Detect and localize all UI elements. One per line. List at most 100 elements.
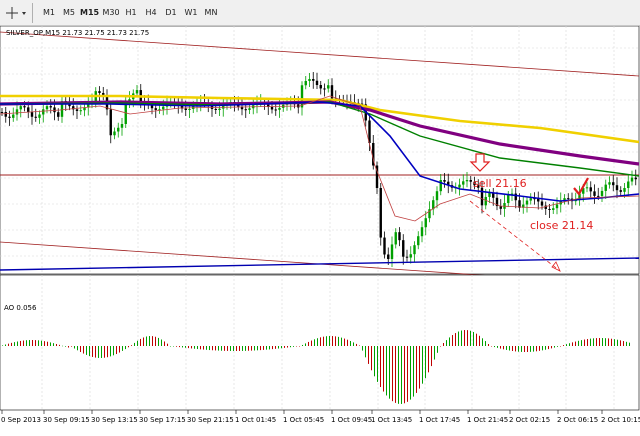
- moving-average-red: [0, 95, 640, 222]
- ao-histogram-bar: [350, 341, 351, 346]
- ao-histogram-bar: [143, 337, 144, 346]
- timeframe-m1-button[interactable]: M1: [43, 8, 55, 17]
- ao-histogram-bar: [146, 336, 147, 346]
- ao-histogram-bar: [284, 346, 285, 348]
- ao-histogram-bar: [428, 346, 429, 373]
- timeframe-m5-button[interactable]: M5: [63, 8, 75, 17]
- candle-body: [518, 200, 521, 208]
- ao-histogram-bar: [431, 346, 432, 367]
- ao-histogram-bar: [128, 346, 129, 348]
- ao-histogram-bar: [332, 336, 333, 346]
- time-axis-label: 1 Oct 21:45: [467, 416, 508, 424]
- ao-histogram-bar: [170, 346, 171, 347]
- ao-histogram-bar: [446, 340, 447, 346]
- candle-body: [360, 103, 364, 105]
- ao-histogram-bar: [365, 346, 366, 358]
- ao-histogram-bar: [32, 340, 33, 346]
- timeframe-w1-button[interactable]: W1: [184, 8, 198, 17]
- candle-body: [439, 180, 442, 192]
- ao-histogram-bar: [11, 342, 12, 346]
- ao-histogram-bar: [137, 340, 138, 346]
- candle-body: [634, 177, 637, 180]
- ao-histogram-bar: [149, 336, 150, 346]
- ao-histogram-bar: [320, 337, 321, 346]
- candle-body: [109, 109, 112, 136]
- candle-body: [589, 187, 592, 192]
- timeframe-m15-button[interactable]: M15: [80, 8, 100, 17]
- candle-body: [390, 244, 394, 259]
- ao-histogram-bar: [260, 346, 261, 351]
- candle-body: [458, 184, 461, 188]
- ao-histogram-bar: [167, 343, 168, 346]
- ao-histogram-bar: [539, 346, 540, 351]
- candle-body: [612, 182, 615, 186]
- candle-body: [514, 193, 517, 201]
- candle-body: [304, 81, 307, 86]
- ao-histogram-bar: [524, 346, 525, 352]
- sell-annotation: [469, 153, 491, 172]
- candle-body: [372, 143, 375, 166]
- ao-histogram-bar: [401, 346, 402, 404]
- timeframe-m30-button[interactable]: M30: [102, 8, 120, 17]
- time-axis-label: 1 Oct 09:45: [331, 416, 372, 424]
- time-axis-label: 1 Oct 17:45: [419, 416, 460, 424]
- ao-histogram-bar: [296, 346, 297, 347]
- ao-histogram-bar: [59, 344, 60, 346]
- ao-histogram-bar: [131, 345, 132, 346]
- candle-body: [158, 109, 161, 111]
- chart-svg[interactable]: SILVER_OP,M15 21.73 21.75 21.73 21.75 se…: [0, 25, 640, 432]
- ao-label: AO 0.056: [4, 304, 37, 312]
- ao-histogram-bar: [233, 346, 234, 351]
- candle-body: [308, 79, 311, 82]
- candle-body: [375, 165, 379, 188]
- timeframe-d1-button[interactable]: D1: [165, 8, 177, 17]
- ao-histogram-bar: [29, 340, 30, 346]
- ao-histogram-bar: [455, 333, 456, 346]
- ao-histogram-bar: [53, 343, 54, 346]
- candle-body: [552, 208, 555, 210]
- ao-histogram-bar: [386, 346, 387, 396]
- candle-body: [623, 187, 626, 192]
- time-axis-label: 1 Oct 13:45: [371, 416, 412, 424]
- candle-body: [0, 112, 4, 113]
- ao-histogram-bar: [269, 346, 270, 350]
- timeframe-h1-button[interactable]: H1: [125, 8, 137, 17]
- candle-body: [567, 198, 570, 200]
- ao-histogram-bar: [515, 346, 516, 352]
- ao-histogram-bar: [506, 346, 507, 350]
- ao-histogram-bar: [344, 338, 345, 346]
- ao-histogram-bar: [347, 339, 348, 346]
- timeframe-h4-button[interactable]: H4: [145, 8, 157, 17]
- ao-histogram-bar: [383, 346, 384, 392]
- timeframe-mn-button[interactable]: MN: [204, 8, 218, 17]
- candle-body: [469, 180, 472, 182]
- candle-body: [75, 109, 79, 111]
- candle-body: [184, 108, 187, 110]
- ao-histogram-bar: [335, 336, 336, 346]
- candle-body: [537, 198, 540, 202]
- candle-body: [555, 204, 559, 209]
- ao-histogram-bar: [494, 346, 495, 348]
- ao-histogram-bar: [416, 346, 417, 393]
- candle-body: [477, 185, 480, 188]
- ao-histogram-bar: [221, 346, 222, 351]
- main-price-pane[interactable]: [0, 25, 640, 287]
- ao-indicator-pane[interactable]: [0, 274, 640, 411]
- ao-histogram-bar: [197, 346, 198, 350]
- candle-body: [312, 79, 315, 81]
- ao-histogram-bar: [596, 338, 597, 346]
- ao-histogram-bar: [377, 346, 378, 382]
- candle-body: [87, 104, 90, 108]
- ao-histogram-bar: [533, 346, 534, 352]
- candle-body: [548, 208, 551, 210]
- crosshair-icon[interactable]: [4, 4, 30, 22]
- chart-area[interactable]: SILVER_OP,M15 21.73 21.75 21.73 21.75 se…: [0, 25, 640, 432]
- candle-body: [398, 232, 401, 241]
- candle-body: [267, 103, 270, 107]
- candle-body: [154, 108, 157, 110]
- candle-body: [57, 112, 60, 117]
- ao-pane-frame: [0, 274, 640, 411]
- ao-histogram-bar: [407, 346, 408, 402]
- ao-histogram-bar: [278, 346, 279, 349]
- ao-histogram-bar: [587, 339, 588, 346]
